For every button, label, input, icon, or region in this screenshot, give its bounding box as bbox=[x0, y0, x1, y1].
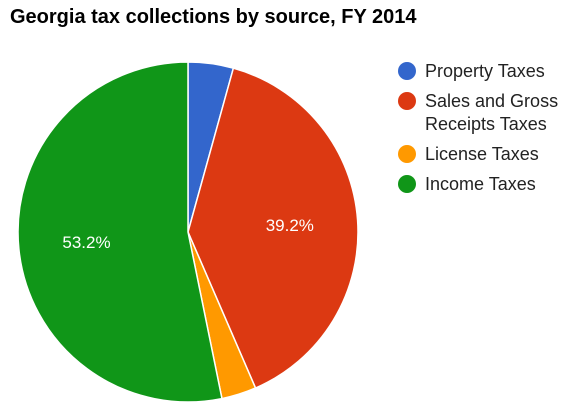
legend-item-sales-taxes[interactable]: Sales and Gross Receipts Taxes bbox=[398, 90, 585, 136]
legend-swatch bbox=[398, 92, 416, 110]
pie-slice-sales-and-gross-receipts-taxes[interactable] bbox=[187, 67, 359, 390]
legend: Property Taxes Sales and Gross Receipts … bbox=[398, 60, 585, 203]
legend-label: License Taxes bbox=[425, 144, 539, 164]
pie-slice-income-taxes[interactable] bbox=[17, 61, 223, 403]
chart-title: Georgia tax collections by source, FY 20… bbox=[10, 6, 417, 28]
legend-swatch bbox=[398, 145, 416, 163]
slice-label: 53.2% bbox=[62, 233, 110, 252]
legend-label: Sales and Gross Receipts Taxes bbox=[425, 91, 559, 134]
legend-item-property-taxes[interactable]: Property Taxes bbox=[398, 60, 585, 83]
slice-label: 39.2% bbox=[266, 216, 314, 235]
legend-item-license-taxes[interactable]: License Taxes bbox=[398, 143, 585, 166]
legend-label: Property Taxes bbox=[425, 61, 545, 81]
legend-swatch bbox=[398, 175, 416, 193]
legend-swatch bbox=[398, 62, 416, 80]
legend-label: Income Taxes bbox=[425, 174, 536, 194]
legend-item-income-taxes[interactable]: Income Taxes bbox=[398, 173, 585, 196]
